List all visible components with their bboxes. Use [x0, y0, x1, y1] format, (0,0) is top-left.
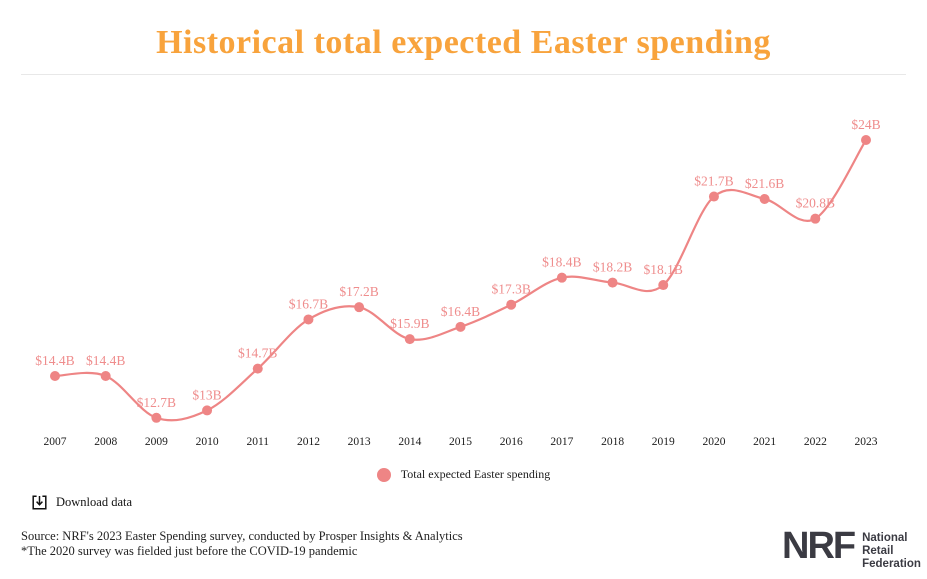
data-point-2013[interactable]	[354, 302, 365, 313]
data-label-2020: $21.7B	[694, 174, 733, 189]
x-tick-2020: 2020	[702, 436, 725, 448]
data-label-2011: $14.7B	[238, 346, 277, 361]
download-label: Download data	[56, 495, 133, 509]
data-label-2021: $21.6B	[745, 176, 784, 191]
x-tick-2011: 2011	[246, 436, 269, 448]
data-label-2018: $18.2B	[593, 260, 632, 275]
data-point-2009[interactable]	[151, 412, 162, 423]
data-point-2008[interactable]	[100, 371, 111, 381]
nrf-logo-name: National Retail Federation	[862, 532, 921, 570]
data-label-2009: $12.7B	[137, 395, 176, 410]
data-label-2014: $15.9B	[390, 316, 429, 331]
x-tick-2007: 2007	[44, 436, 67, 448]
nrf-logo-acronym: NRF	[782, 525, 856, 567]
data-label-2013: $17.2B	[339, 284, 378, 299]
data-point-2022[interactable]	[810, 213, 821, 224]
data-label-2016: $17.3B	[491, 282, 530, 297]
x-tick-2021: 2021	[753, 436, 776, 448]
data-point-2015[interactable]	[455, 321, 466, 332]
source-note: Source: NRF's 2023 Easter Spending surve…	[21, 529, 463, 558]
x-tick-2023: 2023	[855, 436, 878, 448]
download-data-button[interactable]: Download data	[30, 493, 134, 512]
data-point-2011[interactable]	[252, 363, 263, 374]
data-label-2010: $13B	[192, 387, 221, 402]
title-divider	[21, 74, 906, 75]
x-tick-2009: 2009	[145, 436, 168, 448]
x-tick-2013: 2013	[348, 436, 371, 448]
data-point-2017[interactable]	[556, 272, 567, 283]
data-point-2023[interactable]	[861, 135, 871, 146]
data-point-2020[interactable]	[708, 191, 719, 202]
data-label-2008: $14.4B	[86, 353, 125, 368]
data-point-2021[interactable]	[759, 194, 770, 205]
data-point-2007[interactable]	[50, 371, 60, 381]
data-label-2017: $18.4B	[542, 255, 581, 270]
data-label-2012: $16.7B	[289, 296, 328, 311]
data-point-2019[interactable]	[658, 280, 669, 291]
data-label-2023: $24B	[851, 117, 880, 132]
legend-marker-icon	[376, 467, 391, 482]
source-line-2: *The 2020 survey was fielded just before…	[21, 543, 358, 558]
data-point-2012[interactable]	[303, 314, 314, 325]
data-point-2016[interactable]	[506, 299, 517, 310]
data-point-2014[interactable]	[404, 334, 415, 345]
x-tick-2018: 2018	[601, 436, 624, 448]
download-icon	[32, 495, 47, 510]
data-label-2007: $14.4B	[35, 353, 74, 368]
x-tick-2017: 2017	[550, 436, 573, 448]
x-tick-2014: 2014	[398, 436, 421, 448]
nrf-logo: NRF National Retail Federation	[782, 525, 921, 571]
legend-label: Total expected Easter spending	[400, 467, 551, 481]
data-point-2010[interactable]	[202, 405, 213, 416]
page-title: Historical total expected Easter spendin…	[156, 24, 771, 61]
x-tick-2012: 2012	[297, 436, 320, 448]
spending-line-chart: $14.4B 2007 $14.4B 2008 $12.7B 2009 $13B 2010 $1…	[35, 117, 880, 448]
x-tick-2016: 2016	[500, 436, 523, 448]
x-tick-2019: 2019	[652, 436, 675, 448]
chart-legend[interactable]: Total expected Easter spending	[0, 467, 927, 482]
x-tick-2010: 2010	[196, 436, 219, 448]
data-label-2022: $20.8B	[796, 196, 835, 211]
x-tick-2015: 2015	[449, 436, 472, 448]
data-point-2018[interactable]	[607, 277, 618, 288]
x-tick-2022: 2022	[804, 436, 827, 448]
source-line-1: Source: NRF's 2023 Easter Spending surve…	[21, 529, 463, 543]
data-label-2015: $16.4B	[441, 304, 480, 319]
data-label-2019: $18.1B	[644, 262, 683, 277]
x-tick-2008: 2008	[94, 436, 117, 448]
